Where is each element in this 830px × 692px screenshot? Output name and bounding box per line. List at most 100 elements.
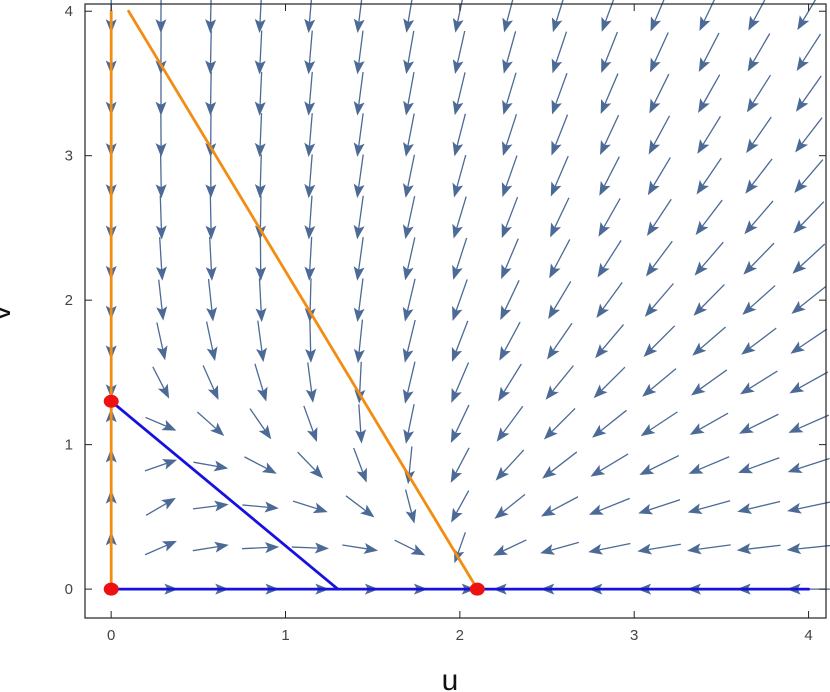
y-tick-label: 1 xyxy=(65,437,73,454)
field-arrow xyxy=(600,114,620,156)
field-arrow xyxy=(256,320,267,363)
field-arrow xyxy=(746,74,772,113)
field-arrow xyxy=(649,32,669,73)
field-arrow xyxy=(648,115,671,155)
field-arrow xyxy=(244,456,277,474)
field-arrow xyxy=(548,280,572,320)
field-arrow xyxy=(640,411,678,437)
field-arrow xyxy=(501,196,519,239)
field-arrow xyxy=(241,542,280,554)
field-arrow xyxy=(402,195,416,240)
field-arrow xyxy=(205,321,218,362)
y-tick-label: 4 xyxy=(65,3,73,20)
field-arrow xyxy=(304,71,316,116)
field-arrow xyxy=(642,368,677,397)
field-arrow xyxy=(206,278,218,322)
field-arrow xyxy=(402,361,416,404)
field-arrow xyxy=(639,454,680,476)
field-arrow xyxy=(550,197,570,238)
field-arrow xyxy=(791,285,827,314)
field-arrow xyxy=(551,72,568,115)
field-arrow xyxy=(499,321,521,361)
field-arrow xyxy=(501,155,518,198)
field-arrow xyxy=(502,113,518,157)
field-arrow xyxy=(155,0,167,34)
field-arrow xyxy=(254,154,266,199)
field-arrow xyxy=(792,243,826,274)
field-arrow xyxy=(254,0,266,34)
field-arrow xyxy=(304,236,316,281)
field-arrow xyxy=(687,543,731,555)
field-arrow xyxy=(797,0,821,31)
field-arrow xyxy=(742,285,776,315)
field-arrow xyxy=(588,542,631,555)
nullcline-line xyxy=(109,399,340,591)
y-tick-label: 0 xyxy=(65,581,73,598)
x-axis-label: u xyxy=(442,664,459,692)
field-arrow xyxy=(646,198,672,236)
field-arrow xyxy=(452,113,467,157)
field-arrow xyxy=(355,404,367,444)
field-arrow xyxy=(496,405,524,442)
field-arrow xyxy=(543,407,576,440)
field-arrow xyxy=(451,362,470,403)
equilibrium-point xyxy=(103,394,119,408)
field-arrow xyxy=(550,155,569,197)
vector-field-arrows xyxy=(105,0,830,595)
field-arrow xyxy=(645,240,673,277)
field-arrow xyxy=(796,33,822,71)
field-arrow xyxy=(205,71,217,116)
field-arrow xyxy=(255,278,267,323)
field-arrow xyxy=(738,413,779,434)
field-arrow xyxy=(452,30,466,74)
field-arrow xyxy=(192,541,229,553)
field-arrow xyxy=(688,456,730,474)
field-arrow xyxy=(452,196,467,239)
field-arrow xyxy=(598,198,621,237)
field-arrow xyxy=(452,279,468,321)
field-arrow xyxy=(402,278,416,322)
y-axis-label: v xyxy=(0,306,17,321)
field-arrow xyxy=(144,540,177,556)
field-arrow xyxy=(353,0,365,34)
field-arrow xyxy=(502,72,517,115)
field-arrow xyxy=(540,496,579,517)
field-arrow xyxy=(254,71,266,116)
field-arrow xyxy=(794,159,824,194)
field-arrow xyxy=(450,404,470,444)
field-arrow xyxy=(254,195,266,240)
equilibrium-point xyxy=(103,582,119,596)
field-arrow xyxy=(145,416,177,431)
field-arrow xyxy=(547,322,573,360)
field-arrow xyxy=(403,30,415,75)
nullcline-lines xyxy=(109,9,810,591)
field-arrow xyxy=(144,459,178,472)
field-arrow xyxy=(402,237,416,281)
field-arrow xyxy=(353,195,365,240)
field-arrow xyxy=(205,195,217,240)
field-arrow xyxy=(694,241,724,276)
field-arrow xyxy=(297,451,324,479)
field-arrow xyxy=(748,0,770,31)
field-arrow xyxy=(291,542,329,554)
field-arrow xyxy=(254,113,266,158)
field-arrow xyxy=(590,453,629,477)
x-tick-label: 1 xyxy=(281,627,289,644)
field-arrow xyxy=(795,75,822,112)
field-arrow xyxy=(746,116,772,154)
field-arrow xyxy=(545,365,574,400)
field-arrow xyxy=(736,543,781,555)
field-arrow xyxy=(689,412,729,435)
field-arrow xyxy=(304,195,316,240)
field-arrow xyxy=(493,539,527,556)
field-arrow xyxy=(795,117,823,153)
y-tick-label: 3 xyxy=(65,148,73,165)
field-arrow xyxy=(495,449,525,481)
field-arrow xyxy=(304,278,316,323)
field-arrow xyxy=(205,154,217,199)
field-arrow xyxy=(695,199,723,236)
field-arrow xyxy=(205,0,217,34)
field-arrow xyxy=(304,154,316,199)
